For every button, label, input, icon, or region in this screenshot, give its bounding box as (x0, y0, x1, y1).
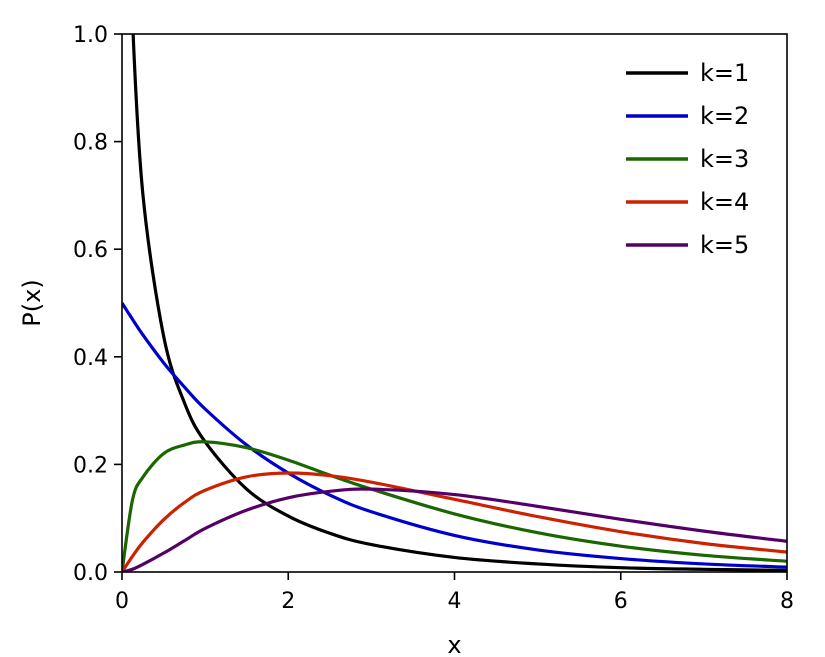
y-tick-label: 1.0 (73, 23, 108, 48)
legend-label-k=3: k=3 (700, 145, 749, 173)
series-line-k=1 (131, 34, 787, 572)
x-tick-label: 6 (614, 589, 628, 614)
series-line-k=2 (122, 302, 787, 569)
y-tick-label: 0.4 (73, 346, 108, 371)
y-tick-label: 0.8 (73, 131, 108, 156)
x-axis-title: x (447, 631, 461, 657)
x-tick-label: 4 (448, 589, 462, 614)
series-line-k=5 (122, 487, 787, 572)
x-tick-label: 0 (115, 589, 129, 614)
series-line-k=4 (122, 471, 787, 572)
y-axis-title: P(x) (18, 279, 46, 326)
legend-label-k=1: k=1 (700, 59, 749, 87)
x-tick-label: 2 (281, 589, 295, 614)
legend-label-k=4: k=4 (700, 188, 749, 216)
axes-layer: 0 2 4 6 8 0.0 0.2 0.4 0.6 0.8 1.0 x P(x) (18, 23, 794, 657)
curves-layer (122, 34, 787, 572)
legend-label-k=2: k=2 (700, 102, 749, 130)
y-tick-label: 0.6 (73, 238, 108, 263)
legend-label-k=5: k=5 (700, 231, 749, 259)
series-line-k=3 (122, 440, 787, 572)
y-tick-label: 0.0 (73, 561, 108, 586)
x-tick-label: 8 (780, 589, 794, 614)
legend: k=1 k=2 k=3 k=4 k=5 (626, 59, 749, 259)
y-tick-label: 0.2 (73, 453, 108, 478)
